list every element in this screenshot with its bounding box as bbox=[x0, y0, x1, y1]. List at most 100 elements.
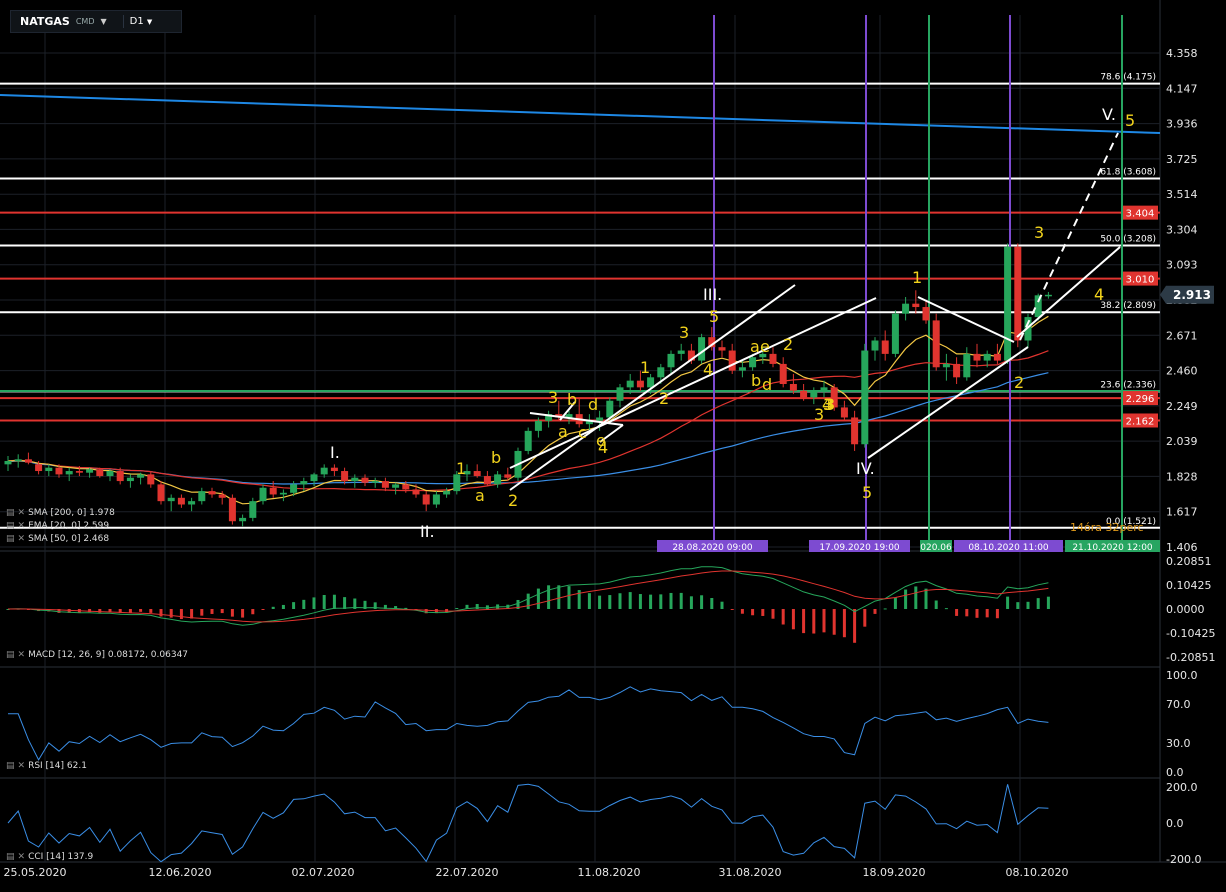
macd-histogram-bar bbox=[67, 609, 71, 613]
wave-label: b bbox=[567, 390, 577, 409]
candle bbox=[45, 467, 53, 472]
macd-histogram-bar bbox=[343, 597, 347, 609]
candle bbox=[330, 467, 338, 472]
candle bbox=[453, 474, 461, 492]
wave-label: 4 bbox=[1094, 285, 1104, 304]
candle bbox=[698, 337, 706, 361]
macd-histogram-bar bbox=[598, 595, 602, 609]
wave-label: 2 bbox=[1014, 373, 1024, 392]
macd-histogram-bar bbox=[1016, 602, 1020, 609]
candle bbox=[891, 313, 899, 354]
close-icon[interactable]: ✕ bbox=[17, 521, 26, 531]
close-icon[interactable]: ✕ bbox=[17, 852, 26, 862]
settings-icon[interactable]: ▤ bbox=[6, 761, 15, 771]
macd-histogram-bar bbox=[88, 609, 92, 613]
date-axis-tick: 08.10.2020 bbox=[1006, 866, 1069, 879]
macd-line bbox=[7, 566, 1049, 626]
price-axis-tick: 3.304 bbox=[1166, 223, 1198, 236]
macd-histogram-bar bbox=[363, 600, 367, 609]
chevron-down-icon[interactable]: ▼ bbox=[146, 18, 153, 26]
candle bbox=[769, 353, 777, 364]
time-marker-tag bbox=[920, 540, 952, 552]
candle bbox=[840, 407, 848, 418]
settings-icon[interactable]: ▤ bbox=[6, 852, 15, 862]
timeframe-selector[interactable]: D1 ▼ bbox=[122, 15, 159, 28]
wave-label: I. bbox=[330, 443, 340, 462]
candle bbox=[647, 377, 655, 388]
candle bbox=[208, 491, 216, 495]
candle bbox=[35, 464, 43, 472]
fib-level-label: 0.0 (1.521) bbox=[1106, 517, 1156, 527]
candle bbox=[565, 414, 573, 418]
close-icon[interactable]: ✕ bbox=[17, 534, 26, 544]
candle bbox=[789, 384, 797, 391]
macd-histogram-bar bbox=[404, 607, 408, 609]
close-icon[interactable]: ✕ bbox=[17, 761, 26, 771]
candle bbox=[310, 474, 318, 482]
date-axis-tick: 22.07.2020 bbox=[436, 866, 499, 879]
sma50-line bbox=[7, 350, 1049, 492]
candle bbox=[932, 320, 940, 368]
macd-histogram-bar bbox=[924, 588, 928, 609]
wave-label: 1 bbox=[912, 268, 922, 287]
wave-label: 5 bbox=[1125, 111, 1135, 130]
candle bbox=[871, 340, 879, 351]
settings-icon[interactable]: ▤ bbox=[6, 521, 15, 531]
close-icon[interactable]: ✕ bbox=[17, 650, 26, 660]
channel-line bbox=[867, 346, 1029, 459]
macd-histogram-bar bbox=[659, 594, 663, 609]
macd-axis-tick: 0.0000 bbox=[1166, 603, 1205, 616]
macd-histogram-bar bbox=[893, 597, 897, 609]
indicator-label: CCI [14] 137.9 bbox=[28, 852, 94, 862]
macd-histogram-bar bbox=[312, 597, 316, 609]
macd-histogram-bar bbox=[353, 598, 357, 609]
macd-histogram-bar bbox=[628, 592, 632, 609]
macd-histogram-bar bbox=[965, 609, 969, 617]
candle bbox=[300, 481, 308, 485]
macd-histogram-bar bbox=[292, 602, 296, 609]
macd-histogram-bar bbox=[618, 593, 622, 609]
price-axis-tick: 1.828 bbox=[1166, 470, 1198, 483]
price-axis-tick: 3.093 bbox=[1166, 259, 1198, 272]
price-axis-tick: 2.460 bbox=[1166, 365, 1198, 378]
macd-histogram-bar bbox=[679, 592, 683, 609]
date-axis-tick: 31.08.2020 bbox=[719, 866, 782, 879]
candle bbox=[830, 387, 838, 408]
chevron-down-icon[interactable]: ▼ bbox=[100, 17, 107, 26]
wave-label: b bbox=[751, 371, 761, 390]
time-marker-label: 17.09.2020 19:00 bbox=[819, 543, 900, 553]
candle bbox=[728, 350, 736, 371]
symbol-selector[interactable]: NATGAS CMD ▼ D1 ▼ bbox=[10, 10, 182, 33]
wave-label: e bbox=[596, 431, 606, 450]
indicator-macd: ▤ ✕ MACD [12, 26, 9] 0.08172, 0.06347 bbox=[6, 650, 188, 660]
close-icon[interactable]: ✕ bbox=[17, 508, 26, 518]
candle bbox=[443, 491, 451, 495]
macd-histogram-bar bbox=[751, 609, 755, 616]
macd-histogram-bar bbox=[547, 585, 551, 609]
candle bbox=[983, 353, 991, 361]
time-marker-tag bbox=[809, 540, 910, 552]
macd-histogram-bar bbox=[475, 604, 479, 609]
time-marker-tag bbox=[954, 540, 1063, 552]
candle bbox=[177, 497, 185, 505]
candle bbox=[1034, 295, 1042, 318]
settings-icon[interactable]: ▤ bbox=[6, 534, 15, 544]
price-axis-tick: 3.936 bbox=[1166, 118, 1198, 131]
macd-histogram-bar bbox=[944, 608, 948, 610]
candle bbox=[137, 474, 145, 478]
macd-histogram-bar bbox=[904, 589, 908, 609]
macd-histogram-bar bbox=[740, 609, 744, 614]
cci-line bbox=[7, 783, 1049, 863]
fib-level-label: 61.8 (3.608) bbox=[1100, 168, 1156, 178]
candle bbox=[361, 477, 369, 483]
settings-icon[interactable]: ▤ bbox=[6, 650, 15, 660]
settings-icon[interactable]: ▤ bbox=[6, 508, 15, 518]
candle bbox=[351, 477, 359, 482]
candle bbox=[65, 471, 73, 475]
candle bbox=[1044, 294, 1052, 297]
candle bbox=[1014, 246, 1022, 341]
candle bbox=[585, 420, 593, 425]
candle bbox=[188, 501, 196, 505]
price-tag bbox=[1122, 391, 1158, 406]
